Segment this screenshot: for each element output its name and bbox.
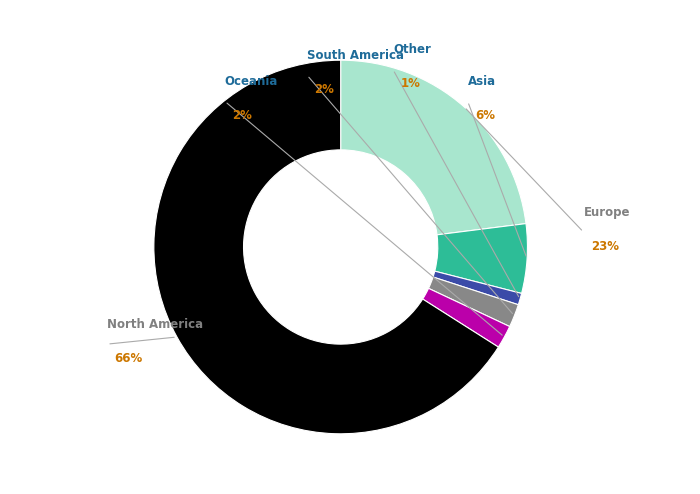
Text: Europe: Europe: [584, 206, 630, 219]
Wedge shape: [433, 271, 522, 305]
Wedge shape: [154, 60, 498, 434]
Text: Other: Other: [393, 43, 430, 56]
Text: South America: South America: [307, 49, 404, 62]
Wedge shape: [435, 224, 528, 293]
Text: 1%: 1%: [400, 77, 420, 90]
Text: 2%: 2%: [232, 109, 252, 122]
Wedge shape: [341, 60, 526, 235]
Wedge shape: [428, 277, 518, 327]
Text: 66%: 66%: [115, 352, 143, 365]
Text: 23%: 23%: [591, 240, 619, 252]
Text: Asia: Asia: [468, 75, 496, 88]
Wedge shape: [423, 288, 510, 347]
Text: Oceania: Oceania: [225, 75, 278, 88]
Text: 2%: 2%: [314, 82, 335, 96]
Text: North America: North America: [107, 318, 203, 331]
Text: 6%: 6%: [475, 109, 495, 122]
